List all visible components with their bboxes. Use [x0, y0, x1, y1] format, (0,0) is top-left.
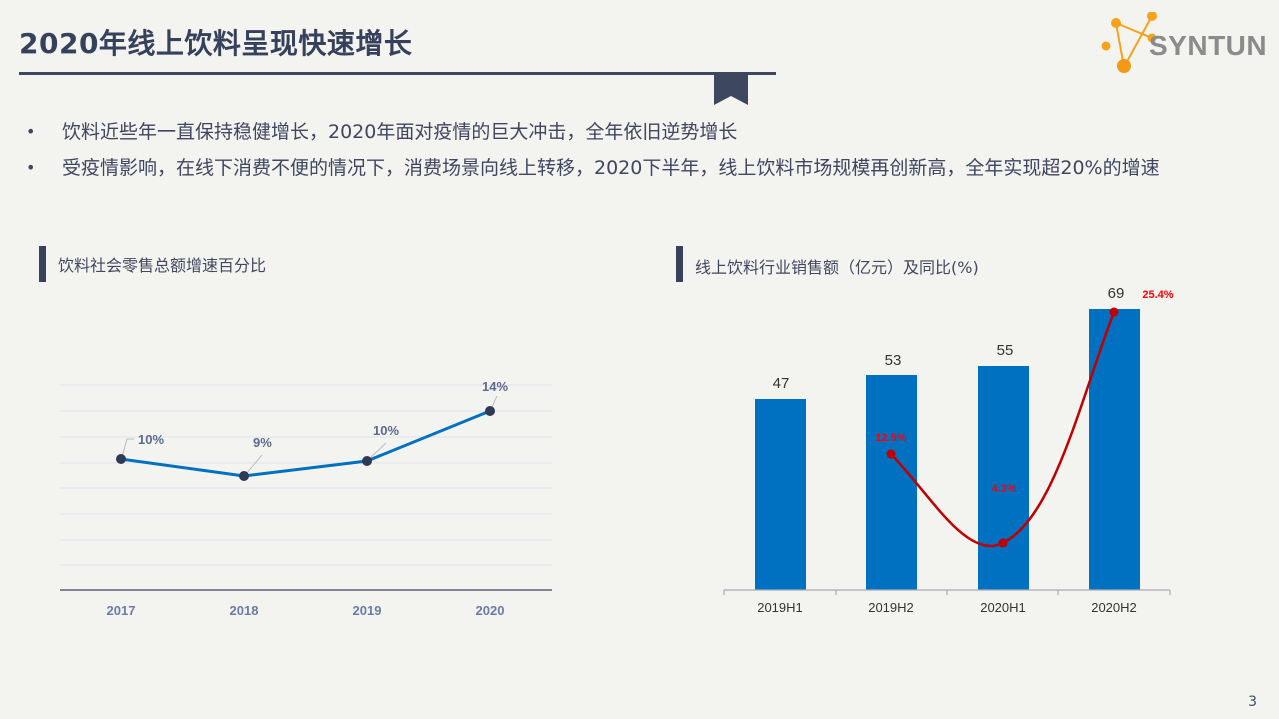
- bookmark-icon: [714, 72, 748, 105]
- page-title: 2020年线上饮料呈现快速增长: [19, 27, 413, 60]
- bullet-text: 饮料近些年一直保持稳健增长，2020年面对疫情的巨大冲击，全年依旧逆势增长: [62, 121, 738, 143]
- left-chart-header: 饮料社会零售总额增速百分比: [39, 246, 266, 282]
- x-tick-label: 2017: [107, 603, 136, 618]
- right-chart-title: 线上饮料行业销售额（亿元）及同比(%): [695, 258, 979, 277]
- logo-text: SYNTUN: [1149, 30, 1268, 61]
- point-label: 9%: [253, 435, 272, 450]
- point-label: 10%: [138, 432, 164, 447]
- x-tick-label: 2019H2: [868, 600, 914, 615]
- point-label: 10%: [373, 423, 399, 438]
- line-markers: [116, 406, 495, 481]
- bullet-item: • 饮料近些年一直保持稳健增长，2020年面对疫情的巨大冲击，全年依旧逆势增长: [24, 114, 1244, 150]
- leader-lines: [121, 395, 498, 475]
- x-tick-label: 2020H2: [1091, 600, 1137, 615]
- right-chart-header: 线上饮料行业销售额（亿元）及同比(%): [676, 246, 979, 282]
- syntun-logo-icon: [1101, 12, 1157, 73]
- x-tick-label: 2019: [353, 603, 382, 618]
- yoy-label: 12.5%: [875, 432, 906, 444]
- bar-value-label: 53: [885, 352, 902, 369]
- page-number: 3: [1248, 694, 1257, 710]
- x-tick-label: 2019H1: [757, 600, 803, 615]
- bar-value-label: 47: [773, 375, 790, 392]
- bullet-marker: •: [26, 158, 36, 177]
- bar-value-label: 55: [997, 342, 1014, 359]
- bullet-text: 受疫情影响，在线下消费不便的情况下，消费场景向线上转移，2020下半年，线上饮料…: [62, 157, 1160, 179]
- bar-x-axis: [723, 589, 1171, 595]
- bullet-list: • 饮料近些年一直保持稳健增长，2020年面对疫情的巨大冲击，全年依旧逆势增长 …: [24, 114, 1244, 186]
- line-series: [120, 409, 491, 478]
- yoy-label: 25.4%: [1142, 289, 1173, 301]
- bullet-marker: •: [26, 122, 36, 141]
- title-divider: [19, 72, 776, 75]
- yoy-label: 4.3%: [991, 483, 1016, 495]
- section-accent-bar: [39, 246, 46, 282]
- x-tick-label: 2020: [476, 603, 505, 618]
- yoy-markers: [886, 307, 1119, 548]
- bars: [755, 309, 1140, 590]
- bullet-item: • 受疫情影响，在线下消费不便的情况下，消费场景向线上转移，2020下半年，线上…: [24, 150, 1204, 186]
- x-tick-label: 2020H1: [980, 600, 1026, 615]
- gridlines: [60, 384, 552, 566]
- section-accent-bar: [676, 246, 683, 282]
- bar-value-label: 69: [1108, 285, 1125, 302]
- left-chart-title: 饮料社会零售总额增速百分比: [58, 256, 267, 275]
- point-label: 14%: [482, 379, 508, 394]
- x-tick-label: 2018: [230, 603, 259, 618]
